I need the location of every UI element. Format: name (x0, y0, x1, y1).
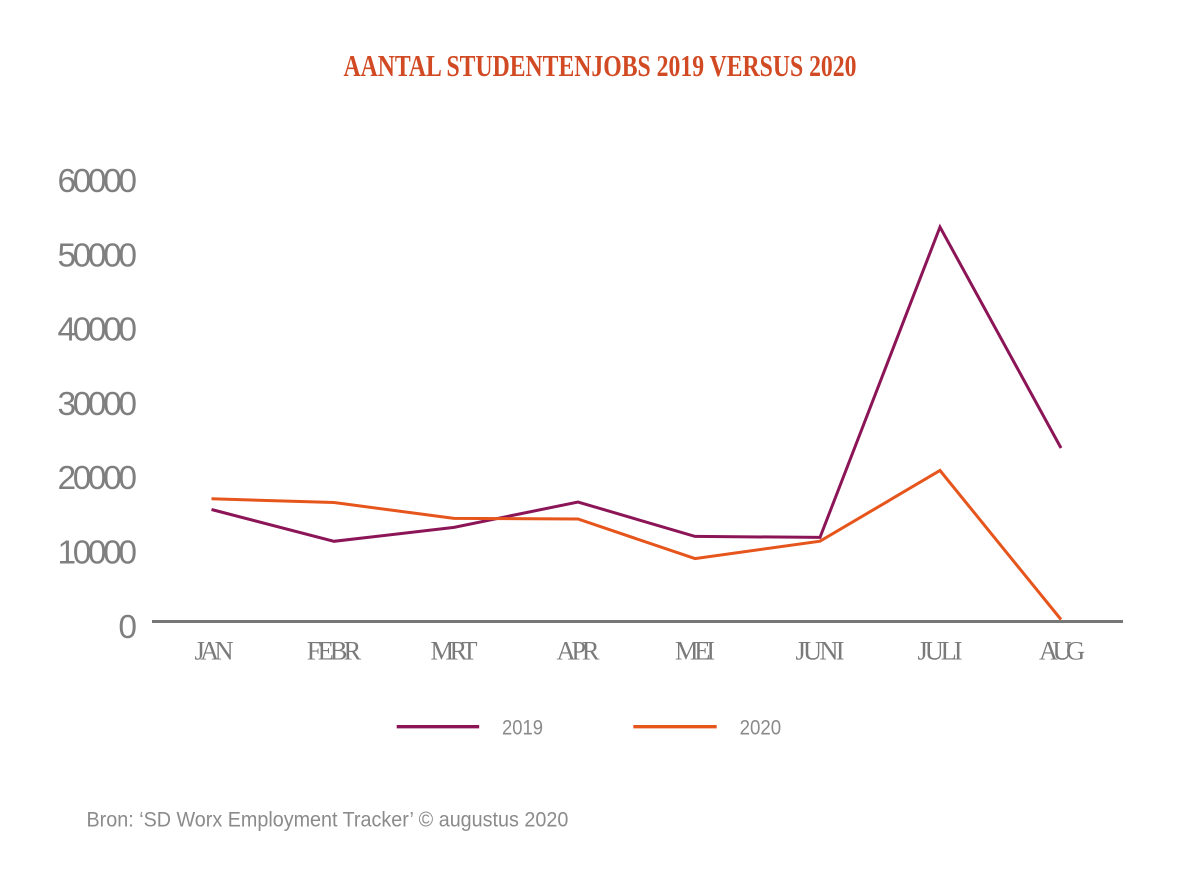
svg-text:30000: 30000 (58, 386, 138, 423)
svg-text:10000: 10000 (58, 535, 138, 572)
svg-text:FEBR: FEBR (307, 636, 362, 666)
svg-text:JAN: JAN (195, 636, 234, 666)
svg-text:AANTAL STUDENTENJOBS 2019 VERS: AANTAL STUDENTENJOBS 2019 VERSUS 2020 (344, 48, 857, 83)
svg-text:20000: 20000 (58, 460, 138, 497)
svg-text:2020: 2020 (740, 717, 782, 740)
svg-text:JUNI: JUNI (796, 636, 845, 666)
svg-text:60000: 60000 (58, 163, 138, 200)
svg-text:JULI: JULI (918, 636, 963, 666)
svg-text:AUG: AUG (1039, 636, 1085, 666)
svg-text:Bron: ‘SD Worx Employment Trac: Bron: ‘SD Worx Employment Tracker’ © aug… (87, 808, 569, 831)
svg-text:40000: 40000 (58, 312, 138, 349)
svg-text:2019: 2019 (502, 717, 543, 740)
svg-text:MEI: MEI (675, 636, 715, 666)
svg-text:0: 0 (118, 609, 137, 646)
svg-text:50000: 50000 (58, 237, 138, 274)
svg-text:APR: APR (557, 636, 600, 666)
svg-text:MRT: MRT (431, 636, 478, 666)
